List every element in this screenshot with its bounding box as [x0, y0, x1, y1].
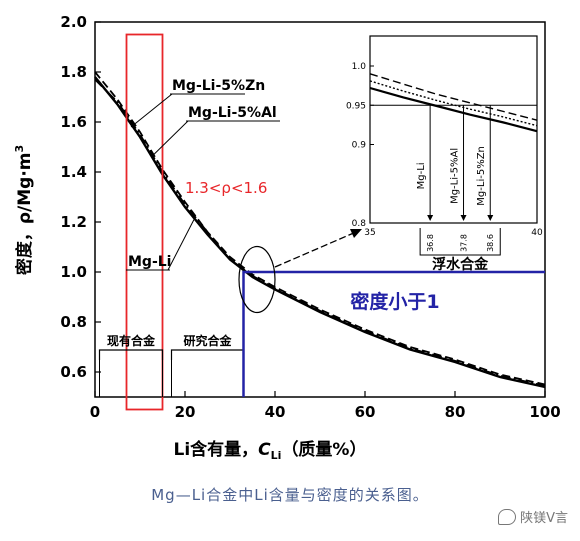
inset-series-mg-li: [369, 86, 538, 133]
inset-crossing-value: 36.8: [426, 234, 435, 252]
inset-y-tick-label: 0.8: [352, 219, 367, 229]
series-line-mg-li-5-al: [94, 78, 546, 387]
label-mg-li-5zn: Mg-Li-5%Zn: [172, 78, 265, 94]
zoom-arrow-head: [350, 229, 362, 238]
inset-y-tick-label: 1.0: [352, 62, 367, 72]
inset-series-mg-li-5-al: [369, 80, 538, 127]
density-less-than-1-label: 密度小于1: [350, 290, 439, 313]
x-axis-title: Li含有量，CLi（质量%）: [174, 439, 367, 462]
floating-alloys-label: 浮水合金: [432, 256, 489, 273]
main-plot: 0 20 40 60 80 100 0.6 0.8 1.0 1.2 1.4 1.6 1.8 2.0 Li含有…: [13, 13, 561, 462]
inset-plot: 1.0 0.95 0.9 0.835 40 Mg-Li 36.8 Mg-Li-5%Al 37.8…: [346, 35, 543, 273]
inset-series-mg-li-5-zn: [369, 73, 538, 121]
zoom-ellipse: [238, 245, 276, 314]
x-axis-unit: （质量%）: [281, 439, 366, 460]
inset-crossing-value: 38.6: [486, 234, 495, 252]
leader-line: [150, 120, 189, 158]
floating-bracket: [419, 228, 501, 256]
wechat-icon: [498, 508, 517, 525]
zoom-arrow: [274, 231, 357, 268]
inset-crossing-value: 37.8: [460, 234, 469, 252]
plot-frame: [94, 21, 546, 398]
y-axis-label: 密度，ρ/Mg·m: [14, 153, 35, 276]
y-tick-label: 1.0: [60, 263, 87, 281]
inset-x-tick-label: 40: [531, 228, 543, 238]
label-mg-li-5al: Mg-Li-5%Al: [188, 105, 277, 121]
y-tick-label: 1.4: [60, 163, 87, 181]
series-line-mg-li: [94, 76, 546, 389]
inset-marker-label: Mg-Li-5%Zn: [476, 146, 487, 206]
inset-y-tick-label: 0.95: [346, 101, 366, 111]
region-existing-label: 现有合金: [107, 333, 156, 348]
inset-y-tick-label: 0.9: [352, 141, 367, 151]
x-tick-label: 100: [529, 403, 560, 421]
watermark-text: 陕镁V言: [520, 511, 568, 526]
leader-line: [167, 219, 195, 271]
leader-line: [130, 93, 173, 128]
y-axis-superscript: 3: [13, 145, 26, 153]
x-tick-label: 40: [265, 403, 286, 421]
region-research-label: 研究合金: [183, 333, 232, 348]
x-axis-subscript: Li: [271, 449, 282, 462]
y-tick-label: 2.0: [60, 13, 87, 31]
x-axis-symbol: C: [258, 440, 271, 460]
y-tick-label: 0.6: [60, 363, 87, 381]
x-tick-label: 0: [90, 403, 100, 421]
label-mg-li: Mg-Li: [128, 254, 171, 270]
x-axis-label: Li含有量，: [174, 439, 259, 460]
y-tick-label: 0.8: [60, 313, 87, 331]
density-range-label: 1.3<ρ<1.6: [185, 179, 267, 197]
x-tick-label: 60: [355, 403, 376, 421]
highlight-box: [125, 33, 164, 411]
series-line-mg-li-5-zn: [94, 71, 546, 386]
x-tick-label: 20: [175, 403, 196, 421]
y-tick-label: 1.2: [60, 213, 87, 231]
bracket-existing: [98, 349, 164, 360]
watermark: 陕镁V言: [498, 507, 568, 526]
inset-x-tick-label: 35: [364, 228, 375, 238]
bracket-research: [170, 349, 245, 360]
y-axis-title: 密度，ρ/Mg·m3: [13, 145, 35, 275]
inset-frame: [369, 35, 538, 224]
inset-drop-arrowhead: [460, 215, 467, 221]
inset-marker-label: Mg-Li-5%Al: [450, 148, 461, 204]
inset-marker-label: Mg-Li: [416, 162, 427, 189]
y-tick-label: 1.6: [60, 113, 87, 131]
y-tick-label: 1.8: [60, 63, 87, 81]
figure-caption: Mg—Li合金中Li含量与密度的关系图。: [151, 486, 429, 504]
inset-drop-arrowhead: [427, 215, 434, 221]
inset-drop-arrowhead: [487, 215, 494, 221]
x-tick-label: 80: [445, 403, 466, 421]
density-boundary: [242, 270, 545, 397]
